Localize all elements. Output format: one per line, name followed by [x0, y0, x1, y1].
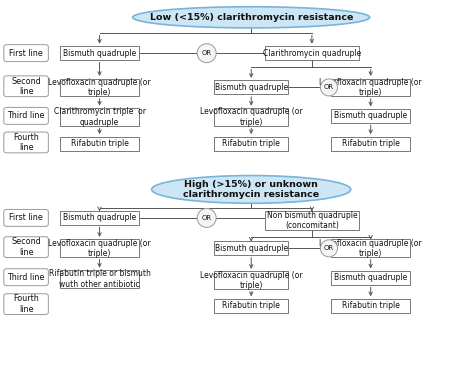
FancyBboxPatch shape [331, 299, 410, 313]
Text: OR: OR [324, 245, 334, 251]
Text: Fourth
line: Fourth line [13, 133, 39, 152]
FancyBboxPatch shape [60, 239, 139, 257]
Text: OR: OR [324, 84, 334, 90]
FancyBboxPatch shape [265, 46, 358, 60]
Text: Clarithromycin quadruple: Clarithromycin quadruple [263, 49, 361, 58]
FancyBboxPatch shape [60, 79, 139, 96]
FancyBboxPatch shape [214, 137, 288, 151]
Text: Bismuth quadruple: Bismuth quadruple [215, 83, 288, 92]
FancyBboxPatch shape [331, 137, 410, 151]
FancyBboxPatch shape [60, 46, 139, 60]
FancyBboxPatch shape [214, 299, 288, 313]
FancyBboxPatch shape [214, 271, 288, 289]
Text: Levofloxacin quadruple (or
triple): Levofloxacin quadruple (or triple) [200, 271, 302, 290]
Ellipse shape [320, 79, 337, 96]
Text: Rifabutin triple: Rifabutin triple [342, 139, 400, 148]
FancyBboxPatch shape [214, 108, 288, 126]
Text: Levofloxacin quadruple (or
triple): Levofloxacin quadruple (or triple) [319, 239, 422, 258]
FancyBboxPatch shape [331, 271, 410, 285]
FancyBboxPatch shape [4, 294, 48, 315]
Ellipse shape [152, 176, 351, 203]
Text: Third line: Third line [8, 273, 45, 282]
Text: Rifabutin triple: Rifabutin triple [222, 139, 280, 148]
Text: Bismuth quadruple: Bismuth quadruple [334, 273, 407, 283]
FancyBboxPatch shape [214, 80, 288, 94]
Text: Levofloxacin quadruple (or
triple): Levofloxacin quadruple (or triple) [48, 78, 151, 97]
Text: Levofloxacin quadruple (or
triple): Levofloxacin quadruple (or triple) [48, 239, 151, 258]
Text: Rifabutin triple: Rifabutin triple [222, 301, 280, 310]
FancyBboxPatch shape [331, 239, 410, 257]
Ellipse shape [197, 208, 216, 228]
FancyBboxPatch shape [4, 209, 48, 226]
Text: Second
line: Second line [11, 77, 41, 96]
Text: Bismuth quadruple: Bismuth quadruple [63, 213, 136, 223]
Text: First line: First line [9, 213, 43, 223]
Text: OR: OR [201, 215, 212, 221]
FancyBboxPatch shape [265, 211, 358, 230]
FancyBboxPatch shape [4, 76, 48, 97]
Text: Bismuth quadruple: Bismuth quadruple [215, 244, 288, 253]
Text: Rifabutin triple: Rifabutin triple [342, 301, 400, 310]
Text: Clarithromycin triple  or
quadruple: Clarithromycin triple or quadruple [54, 107, 146, 127]
FancyBboxPatch shape [60, 137, 139, 151]
Ellipse shape [133, 7, 370, 28]
Text: Non bismuth quadruple
(concomitant): Non bismuth quadruple (concomitant) [266, 211, 357, 230]
Text: Levofloxacin quadruple (or
triple): Levofloxacin quadruple (or triple) [200, 107, 302, 127]
Text: Fourth
line: Fourth line [13, 295, 39, 314]
Text: Second
line: Second line [11, 238, 41, 257]
FancyBboxPatch shape [331, 109, 410, 123]
Ellipse shape [197, 44, 216, 63]
FancyBboxPatch shape [214, 241, 288, 255]
Text: Bismuth quadruple: Bismuth quadruple [334, 111, 407, 121]
FancyBboxPatch shape [4, 107, 48, 124]
Text: Rifabutin triple or bismuth
wuth other antibiotic: Rifabutin triple or bismuth wuth other a… [49, 270, 150, 289]
Text: Low (<15%) clarithromycin resistance: Low (<15%) clarithromycin resistance [149, 13, 353, 22]
Text: Levofloxacin quadruple (or
triple): Levofloxacin quadruple (or triple) [319, 78, 422, 97]
FancyBboxPatch shape [60, 270, 139, 288]
Text: Bismuth quadruple: Bismuth quadruple [63, 49, 136, 58]
FancyBboxPatch shape [4, 132, 48, 153]
FancyBboxPatch shape [4, 45, 48, 62]
FancyBboxPatch shape [60, 108, 139, 126]
Text: First line: First line [9, 49, 43, 58]
Text: Third line: Third line [8, 111, 45, 121]
FancyBboxPatch shape [60, 211, 139, 225]
Ellipse shape [320, 240, 337, 257]
Text: Rifabutin triple: Rifabutin triple [71, 139, 128, 148]
Text: High (>15%) or unknown
clarithromycin resistance: High (>15%) or unknown clarithromycin re… [183, 180, 319, 199]
FancyBboxPatch shape [331, 79, 410, 96]
Text: OR: OR [201, 50, 212, 56]
FancyBboxPatch shape [4, 269, 48, 286]
FancyBboxPatch shape [4, 237, 48, 258]
